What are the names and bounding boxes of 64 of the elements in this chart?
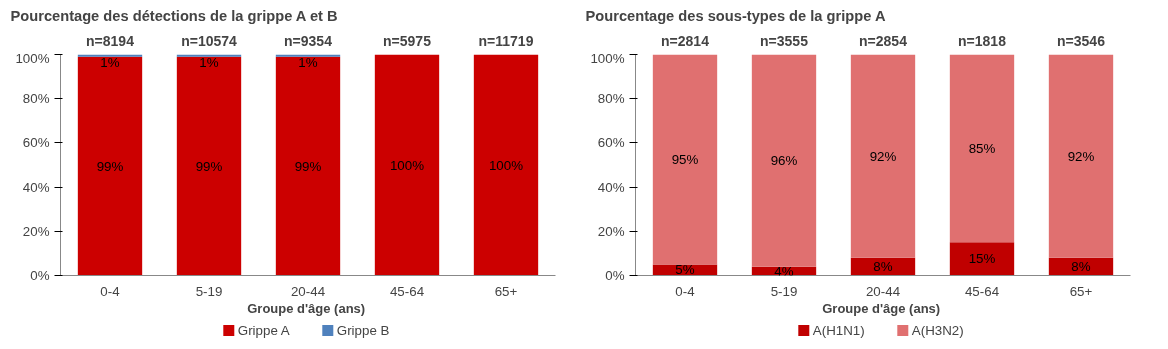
annotation: n=9354 <box>284 32 333 49</box>
data-label: 92% <box>869 148 897 164</box>
x-axis-title: Groupe d'âge (ans) <box>247 300 366 316</box>
data-label: 1% <box>100 54 120 70</box>
x-tick-label: 5-19 <box>770 283 798 299</box>
chart-title: Pourcentage des détections de la grippe A et B <box>10 7 338 24</box>
legend-label: A(H3N2) <box>911 323 964 338</box>
annotation: n=3546 <box>1057 32 1106 49</box>
data-label: 15% <box>968 251 996 267</box>
bar <box>751 54 817 267</box>
data-label: 95% <box>671 151 699 167</box>
data-label: 99% <box>195 158 223 174</box>
x-tick-label: 0-4 <box>100 283 121 299</box>
data-label: 8% <box>873 259 893 275</box>
annotation: n=5975 <box>383 32 432 49</box>
y-tick-label: 100% <box>15 50 50 66</box>
legend-label: A(H1N1) <box>812 323 865 338</box>
x-tick-label: 65+ <box>1069 283 1093 299</box>
legend-label: Grippe A <box>237 323 290 338</box>
x-tick-label: 20-44 <box>865 283 901 299</box>
annotation: n=2854 <box>859 32 908 49</box>
data-label: 5% <box>675 262 695 278</box>
y-tick-label: 80% <box>597 91 625 107</box>
annotation: n=1818 <box>958 32 1007 49</box>
bar <box>652 54 718 265</box>
data-label: 96% <box>770 153 798 169</box>
x-tick-label: 45-64 <box>389 283 425 299</box>
data-label: 99% <box>294 158 322 174</box>
bar <box>949 54 1015 243</box>
data-label: 4% <box>774 263 794 279</box>
annotation: n=2814 <box>661 32 710 49</box>
bar <box>850 54 916 258</box>
data-label: 99% <box>96 158 124 174</box>
data-label: 85% <box>968 140 996 156</box>
y-tick-label: 80% <box>22 91 50 107</box>
data-label: 8% <box>1071 259 1091 275</box>
y-tick-label: 40% <box>22 179 50 195</box>
bar <box>1048 54 1114 258</box>
x-tick-label: 20-44 <box>290 283 326 299</box>
x-tick-label: 65+ <box>494 283 518 299</box>
y-tick-label: 0% <box>605 268 625 283</box>
x-axis-title: Groupe d'âge (ans) <box>822 300 941 316</box>
y-tick-label: 60% <box>597 135 625 151</box>
data-label: 1% <box>298 54 318 70</box>
annotation: n=11719 <box>478 32 534 49</box>
y-tick-label: 60% <box>22 135 50 151</box>
annotation: n=3555 <box>760 32 809 49</box>
annotation: n=8194 <box>86 32 135 49</box>
y-tick-label: 20% <box>22 223 50 239</box>
data-label: 100% <box>389 157 425 173</box>
x-tick-label: 5-19 <box>195 283 223 299</box>
data-label: 100% <box>488 157 524 173</box>
y-tick-label: 20% <box>597 223 625 239</box>
legend-label: Grippe B <box>336 323 390 338</box>
data-label: 1% <box>199 54 219 70</box>
data-label: 92% <box>1067 148 1095 164</box>
x-tick-label: 45-64 <box>964 283 1000 299</box>
x-tick-label: 0-4 <box>675 283 696 299</box>
y-tick-label: 0% <box>30 268 50 283</box>
y-tick-label: 40% <box>597 179 625 195</box>
y-tick-label: 100% <box>590 50 625 66</box>
annotation: n=10574 <box>181 32 238 49</box>
bar <box>949 242 1015 276</box>
chart-title: Pourcentage des sous-types de la grippe A <box>585 7 886 24</box>
